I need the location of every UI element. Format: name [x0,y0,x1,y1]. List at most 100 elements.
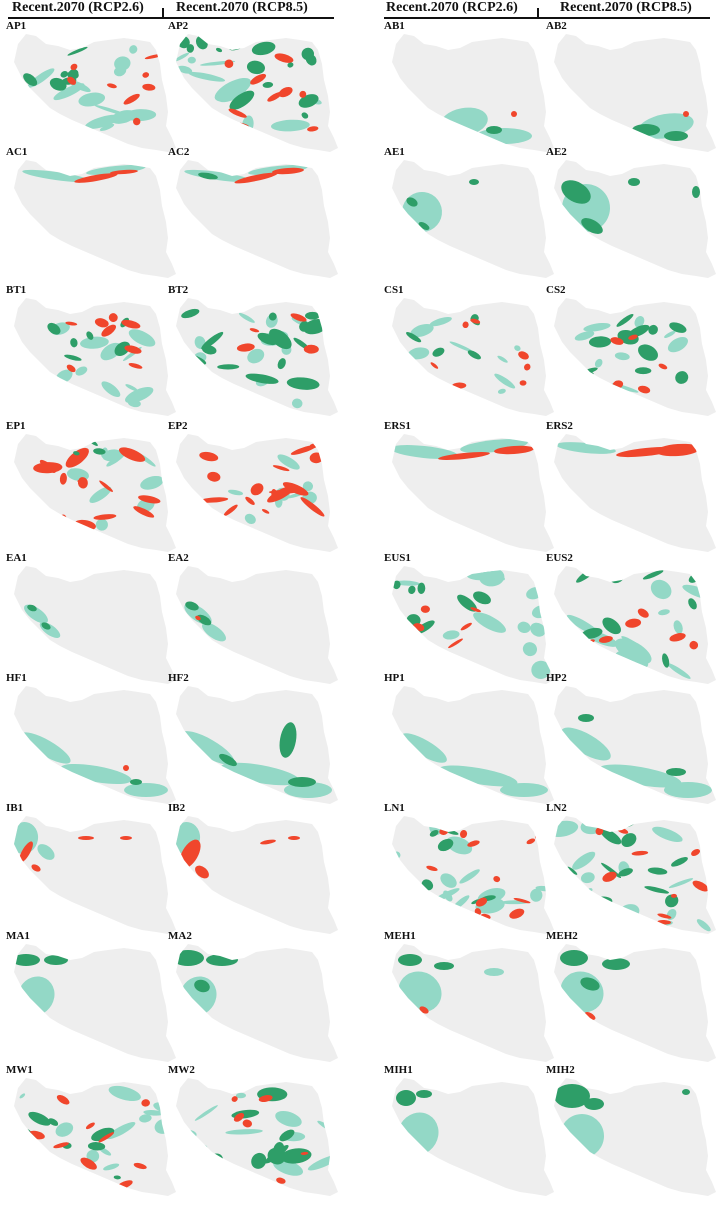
stable-area [180,374,208,385]
stable-area [392,445,458,459]
loss-area [610,337,624,345]
loss-area [470,318,481,324]
stable-area [53,83,85,101]
gain-area [130,779,142,785]
gain-area [618,868,633,877]
panel-label: EUS1 [384,552,411,564]
panel-label: HF1 [6,672,27,684]
stable-area [60,763,132,785]
map-panel-mw1: MW1 [6,1064,178,1198]
gain-area [245,373,279,384]
panel-label: AP2 [168,20,189,32]
gain-area [561,180,591,204]
gain-area [567,866,578,875]
gain-area [647,867,668,875]
stable-area [139,1114,152,1123]
loss-area [33,462,63,474]
country-outline [14,160,176,278]
stable-area [277,454,300,470]
country-outline [14,686,176,804]
gain-area [486,126,502,134]
stable-area [428,659,468,670]
gain-area [14,954,40,966]
iran-map [176,816,338,934]
map-panel-hp2: HP2 [546,672,718,806]
stable-area [177,65,193,74]
iran-map [392,34,554,152]
loss-area [195,615,201,621]
loss-area [74,173,118,183]
stable-area [440,873,457,888]
loss-area [133,506,155,518]
stable-area [202,622,226,642]
loss-area [236,343,255,352]
loss-area [467,840,480,847]
stable-area [664,782,712,798]
stable-area [514,345,521,351]
loss-area [271,488,278,500]
gain-area [581,218,603,234]
stable-area [224,397,250,412]
gain-area [246,60,265,75]
loss-area [65,321,78,326]
stable-area [614,638,652,665]
loss-area [595,827,604,836]
gain-area [434,962,454,970]
stable-area [125,384,138,392]
stable-area [517,621,531,634]
loss-area [94,318,109,328]
iran-map [14,686,176,804]
stable-area [530,888,543,902]
stable-area [634,316,645,328]
stable-area [217,81,249,103]
loss-area [669,633,686,642]
iran-map [14,944,176,1062]
iran-map [392,686,554,804]
gain-area [628,178,640,186]
panel-label: AB2 [546,20,567,32]
stable-area [55,1122,74,1137]
gain-area [662,653,670,668]
stable-area [658,609,670,616]
stable-area [497,388,506,394]
gain-area [638,344,658,361]
map-panel-ep1: EP1 [6,420,178,554]
gain-area [305,311,320,320]
gain-area [48,1118,59,1126]
map-panel-ln2: LN2 [546,802,718,936]
loss-area [300,497,325,517]
stable-area [205,124,222,136]
loss-area [584,1012,596,1020]
loss-area [288,836,300,840]
stable-area [482,568,505,581]
gain-area [473,591,491,605]
loss-area [494,445,534,455]
iran-map [14,34,176,152]
panel-label: MIH1 [384,1064,413,1076]
stable-area [578,654,585,660]
iran-map [392,434,554,552]
iran-map [176,1078,338,1196]
gain-area [416,1090,432,1098]
gain-area [286,377,320,390]
loss-area [120,836,132,840]
map-panel-hf1: HF1 [6,672,178,806]
map-panel-ap1: AP1 [6,20,178,154]
stable-area [21,732,71,764]
loss-area [598,635,613,643]
iran-map [392,160,554,278]
stable-area [572,851,596,870]
stable-area [590,398,599,406]
loss-area [470,607,482,613]
loss-area [260,839,276,845]
loss-area [65,447,89,468]
country-outline [176,1078,338,1196]
country-outline [14,816,176,934]
country-outline [392,1078,554,1196]
gain-area [560,950,588,966]
stable-area [113,65,127,77]
stable-area [696,919,711,932]
panel-label: MA1 [6,930,30,942]
loss-area [195,865,209,879]
loss-area [249,328,260,333]
